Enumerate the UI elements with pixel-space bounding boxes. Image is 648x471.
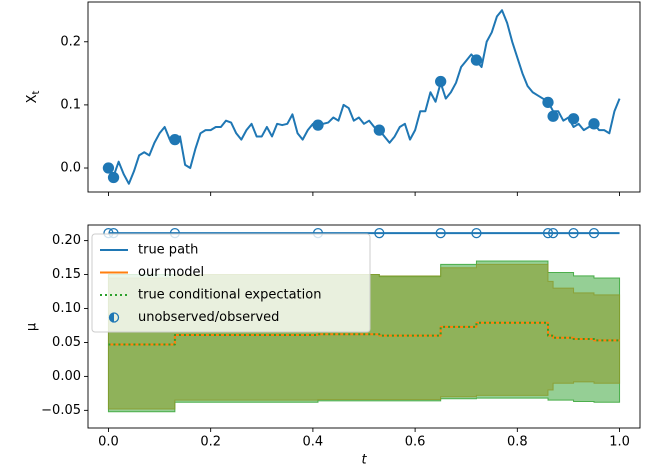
axes-frame	[87, 1, 641, 193]
y-tick-label: 0.05	[52, 335, 81, 350]
line	[107, 9, 621, 185]
step-line	[108, 321, 620, 346]
point	[470, 54, 483, 66]
legend-box	[91, 233, 371, 333]
x-tick-label: 0.0	[98, 435, 119, 450]
point	[547, 110, 559, 122]
point	[547, 227, 559, 239]
plot-area	[107, 9, 621, 185]
point	[471, 227, 482, 239]
legend-label: true path	[138, 243, 198, 258]
point	[588, 118, 600, 130]
legend-marker	[108, 312, 120, 323]
point	[102, 162, 115, 174]
y-tick-label: 0.10	[52, 301, 81, 316]
point	[169, 133, 181, 146]
y-tick-label: −0.05	[41, 403, 81, 418]
point	[374, 227, 385, 239]
point	[568, 227, 579, 239]
y-tick-label: 0.1	[60, 97, 81, 112]
x-tick-label: 1.0	[609, 435, 630, 450]
legend-label: true conditional expectation	[138, 288, 321, 303]
y-axis-label-base: X	[25, 94, 40, 103]
legend-label: unobserved/observed	[138, 310, 279, 325]
y-axis-label: Xt	[25, 91, 43, 104]
point	[435, 227, 446, 239]
x-tick-label: 0.4	[303, 435, 324, 450]
x-tick-label: 0.2	[200, 435, 221, 450]
y-axis-label: μ	[25, 323, 40, 331]
x-tick-label: 0.8	[507, 435, 528, 450]
x-axis-label: t	[361, 453, 367, 468]
legend: true path our model true conditional expec…	[91, 233, 371, 333]
y-tick-label: 0.2	[60, 34, 81, 49]
point	[588, 227, 600, 239]
point	[542, 96, 554, 109]
y-tick-label: 0.20	[52, 233, 81, 248]
axes-frame	[87, 224, 641, 429]
point	[107, 171, 120, 184]
y-tick-label: 0.15	[52, 267, 81, 282]
y-tick-label: 0.0	[60, 161, 81, 176]
point	[542, 227, 554, 239]
point	[567, 113, 580, 125]
legend-label: our model	[138, 265, 204, 280]
point	[312, 119, 324, 131]
point	[435, 75, 447, 88]
x-tick-label: 0.6	[405, 435, 426, 450]
point	[373, 124, 385, 136]
y-tick-label: 0.00	[52, 369, 81, 384]
y-axis-label-sub: t	[31, 91, 42, 95]
